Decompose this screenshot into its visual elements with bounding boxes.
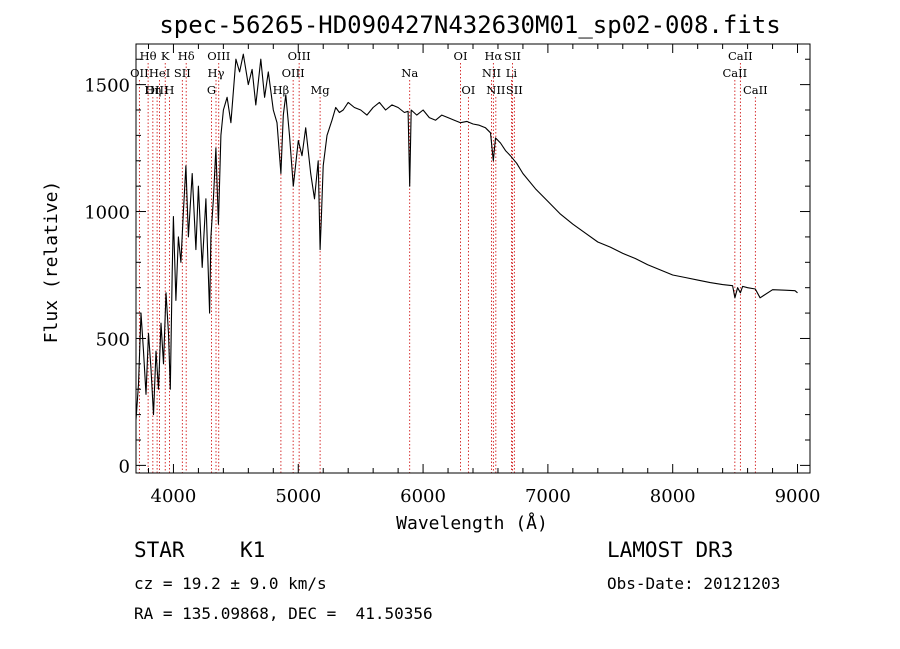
axis-ticks xyxy=(136,44,810,473)
marker-label-23: NII xyxy=(486,83,505,97)
object-subclass: K1 xyxy=(240,538,266,562)
plot-frame xyxy=(135,43,811,474)
x-tick-label-9000: 9000 xyxy=(775,486,821,507)
marker-label-10: Hγ xyxy=(208,66,225,80)
marker-label-1: K xyxy=(161,49,170,63)
y-tick-label-1500: 1500 xyxy=(84,76,130,97)
spectrum-layer xyxy=(135,53,798,420)
redshift-cz: cz = 19.2 ± 9.0 km/s xyxy=(134,574,327,593)
coordinates: RA = 135.09868, DEC = 41.50356 xyxy=(134,604,433,623)
x-tick-label-4000: 4000 xyxy=(151,486,197,507)
x-tick-label-6000: 6000 xyxy=(400,486,446,507)
x-tick-label-5000: 5000 xyxy=(275,486,321,507)
marker-label-15: Mg xyxy=(311,83,331,97)
emission-line-markers xyxy=(138,63,756,473)
marker-label-18: OI xyxy=(461,83,475,97)
marker-label-12: OIII xyxy=(288,49,311,63)
marker-label-4: HeI xyxy=(149,66,170,80)
marker-label-8: H xyxy=(164,83,174,97)
marker-label-20: SII xyxy=(504,49,521,63)
marker-label-26: CaII xyxy=(722,66,747,80)
x-tick-label-7000: 7000 xyxy=(525,486,571,507)
spectrum-line xyxy=(135,53,798,420)
marker-label-27: CaII xyxy=(743,83,768,97)
marker-label-14: Hβ xyxy=(273,83,290,97)
marker-label-11: G xyxy=(207,83,216,97)
marker-label-5: SII xyxy=(174,66,191,80)
observation-date: Obs-Date: 20121203 xyxy=(607,574,781,593)
marker-label-16: Na xyxy=(401,66,418,80)
marker-label-6: OIII xyxy=(146,83,169,97)
marker-label-21: NII xyxy=(482,66,501,80)
y-tick-label-1000: 1000 xyxy=(84,203,130,224)
marker-label-0: Hθ xyxy=(140,49,157,63)
marker-label-17: OI xyxy=(454,49,468,63)
marker-label-22: Li xyxy=(506,66,518,80)
y-tick-label-0: 0 xyxy=(119,456,130,477)
object-class: STAR xyxy=(134,538,185,562)
marker-label-25: CaII xyxy=(728,49,753,63)
axis-tick-labels: 4000 5000 6000 7000 8000 9000 0 500 1000 1500 xyxy=(84,76,820,507)
marker-label-9: OIII xyxy=(207,49,230,63)
marker-label-2: Hδ xyxy=(178,49,195,63)
x-axis-label: Wavelength (Å) xyxy=(396,512,548,534)
survey-name: LAMOST DR3 xyxy=(607,538,734,562)
marker-label-19: Hα xyxy=(484,49,502,63)
chart-title: spec-56265-HD090427N432630M01_sp02-008.f… xyxy=(159,11,780,39)
marker-label-7: Hη xyxy=(144,83,161,97)
marker-label-13: OIII xyxy=(282,66,305,80)
x-tick-label-8000: 8000 xyxy=(650,486,696,507)
marker-label-3: OII xyxy=(130,66,149,80)
marker-label-24: SII xyxy=(506,83,523,97)
y-tick-label-500: 500 xyxy=(96,329,130,350)
y-axis-label: Flux (relative) xyxy=(41,181,62,344)
